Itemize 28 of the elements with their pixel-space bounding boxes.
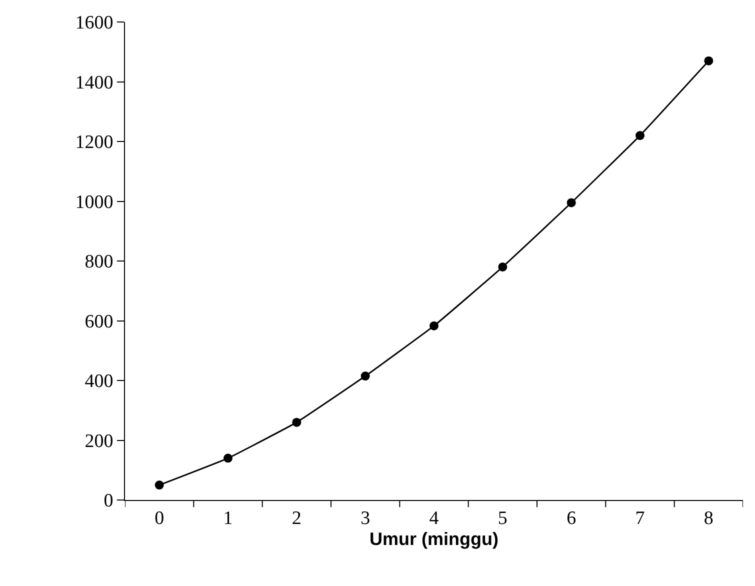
point bbox=[292, 418, 302, 427]
x-axis-title: Umur (minggu) bbox=[370, 528, 498, 549]
x-tick-label: 4 bbox=[429, 508, 440, 529]
y-tick-label: 1200 bbox=[75, 132, 114, 154]
x-tick-label: 8 bbox=[704, 508, 714, 529]
x-tick-label: 1 bbox=[223, 508, 233, 529]
y-tick-label: 800 bbox=[84, 252, 114, 273]
y-tick-label: 1600 bbox=[75, 12, 114, 34]
point bbox=[154, 480, 164, 490]
x-tick-label: 3 bbox=[360, 508, 370, 529]
x-tick-label: 7 bbox=[635, 508, 645, 529]
y-tick-label: 1400 bbox=[75, 72, 114, 94]
point bbox=[224, 454, 232, 463]
x-tick-label: 5 bbox=[498, 508, 508, 529]
x-tick-label: 0 bbox=[154, 508, 164, 529]
point bbox=[636, 131, 644, 140]
y-tick-label: 600 bbox=[84, 311, 114, 332]
y-tick-label: 400 bbox=[84, 371, 114, 392]
point bbox=[430, 321, 438, 330]
point bbox=[704, 56, 714, 66]
y-tick-label: 1000 bbox=[75, 192, 114, 213]
y-tick-label: 0 bbox=[104, 490, 114, 512]
point bbox=[566, 198, 576, 208]
point bbox=[498, 262, 508, 272]
y-tick-label: 200 bbox=[84, 430, 114, 452]
x-tick-label: 6 bbox=[566, 508, 576, 529]
point bbox=[360, 372, 370, 381]
x-tick-label: 2 bbox=[292, 508, 302, 529]
